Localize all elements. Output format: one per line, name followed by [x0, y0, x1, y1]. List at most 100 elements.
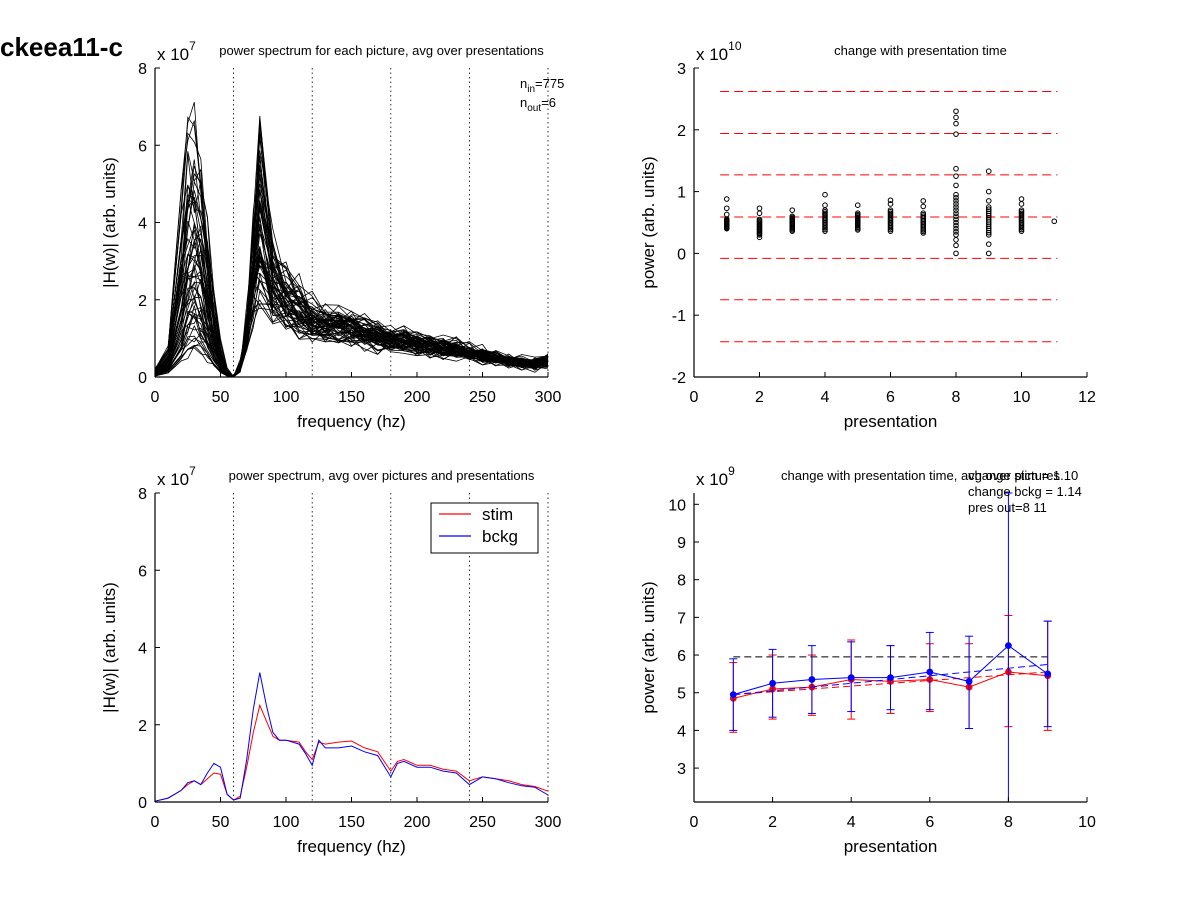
axis-exponent: x 107: [157, 39, 196, 64]
outlier-point: [756, 205, 763, 212]
y-tick-label: -2: [672, 370, 686, 387]
spectrum-line: [154, 256, 549, 378]
outlier-point: [887, 197, 894, 204]
outlier-point: [953, 250, 959, 257]
x-tick-label: 250: [469, 389, 496, 406]
data-point: [887, 207, 894, 213]
outlier-point: [953, 173, 959, 179]
panel-title: power spectrum for each picture, avg ove…: [219, 43, 544, 58]
y-tick-label: 8: [138, 486, 147, 503]
y-axis-label: power (arb. units): [639, 156, 658, 288]
y-tick-label: 8: [677, 573, 686, 590]
outlier-point: [985, 241, 992, 247]
outlier-point: [789, 207, 796, 213]
data-point: [789, 213, 796, 220]
y-tick-label: 10: [668, 497, 686, 514]
data-point: [1018, 210, 1025, 217]
y-tick-label: 6: [138, 563, 147, 580]
x-tick-label: 4: [847, 814, 856, 831]
y-tick-label: -1: [672, 308, 686, 325]
data-point: [822, 208, 828, 215]
outlier-point: [723, 205, 730, 212]
x-tick-label: 200: [404, 389, 431, 406]
x-tick-label: 8: [952, 389, 961, 406]
data-point: [953, 210, 959, 217]
x-tick-label: 50: [212, 389, 230, 406]
outlier-point: [953, 114, 959, 121]
data-point: [953, 201, 959, 207]
x-tick-label: 150: [338, 389, 365, 406]
outlier-point: [822, 202, 828, 208]
series-marker-bckg: [887, 674, 894, 682]
data-point: [985, 204, 992, 210]
panel-average-power-by-presentation: change with presentation time, avg over …: [639, 464, 1096, 856]
outlier-point: [822, 191, 828, 198]
x-tick-label: 300: [535, 814, 562, 831]
series-marker-bckg: [965, 678, 973, 685]
figure-title: ckeea11-c: [0, 32, 123, 62]
data-point: [920, 210, 927, 217]
spectrum-line: [154, 264, 549, 377]
data-point: [953, 219, 959, 226]
y-tick-label: 7: [677, 610, 686, 627]
data-point: [756, 216, 763, 223]
data-point: [953, 207, 959, 213]
x-tick-label: 8: [1004, 814, 1013, 831]
data-point: [887, 210, 894, 217]
y-axis-label: |H(w)| (arb. units): [100, 157, 119, 288]
x-tick-label: 250: [469, 814, 496, 831]
x-tick-label: 4: [821, 389, 830, 406]
data-point: [953, 216, 959, 223]
data-point: [953, 228, 959, 235]
panel-spectrum-average: power spectrum, avg over pictures and pr…: [100, 464, 561, 856]
change-annotation: change bckg = 1.14: [968, 484, 1082, 499]
x-axis-label: presentation: [844, 837, 938, 856]
x-tick-label: 10: [1078, 814, 1096, 831]
outlier-point: [953, 182, 959, 189]
spectrum-line: [154, 175, 549, 377]
y-axis-label: |H(w)| (arb. units): [100, 582, 119, 713]
spectrum-line: [154, 254, 549, 378]
data-point: [953, 204, 959, 210]
series-marker-bckg: [847, 674, 855, 682]
axis-exponent: x 1010: [696, 39, 742, 64]
x-axis-label: frequency (hz): [297, 837, 406, 856]
outlier-point: [723, 196, 730, 202]
series-marker-bckg: [1044, 670, 1052, 678]
y-tick-label: 3: [677, 61, 686, 78]
series-marker-bckg: [769, 679, 776, 687]
y-tick-label: 0: [138, 370, 147, 387]
data-point: [953, 222, 959, 229]
x-tick-label: 12: [1078, 389, 1096, 406]
data-point: [1018, 207, 1025, 213]
sample-count-label: nout=6: [520, 95, 556, 114]
outlier-point: [953, 120, 959, 127]
panel-title: change with presentation time, avg over …: [781, 468, 1060, 483]
data-point: [854, 210, 861, 217]
data-point: [822, 210, 828, 217]
axis-exponent: x 107: [157, 464, 196, 489]
y-tick-label: 1: [677, 185, 686, 202]
outlier-point: [953, 131, 959, 137]
data-point: [887, 208, 894, 215]
spectrum-line: [154, 256, 549, 377]
x-tick-label: 10: [1013, 389, 1031, 406]
x-tick-label: 0: [690, 389, 699, 406]
y-tick-label: 0: [138, 795, 147, 812]
legend-label-stim: stim: [482, 505, 513, 524]
y-tick-label: 4: [138, 641, 147, 658]
x-tick-label: 6: [886, 389, 895, 406]
data-point: [953, 191, 959, 198]
outlier-point: [953, 237, 959, 243]
x-tick-label: 300: [535, 389, 562, 406]
panel-spectrum-per-picture: power spectrum for each picture, avg ove…: [100, 39, 564, 431]
outlier-point: [953, 108, 959, 115]
outlier-point: [1018, 201, 1025, 207]
outlier-point: [953, 242, 959, 249]
outlier-point: [920, 203, 927, 210]
data-point: [1051, 218, 1058, 225]
legend-label-bckg: bckg: [482, 527, 518, 546]
outlier-point: [1018, 196, 1025, 202]
data-point: [985, 206, 992, 212]
x-tick-label: 2: [755, 389, 764, 406]
